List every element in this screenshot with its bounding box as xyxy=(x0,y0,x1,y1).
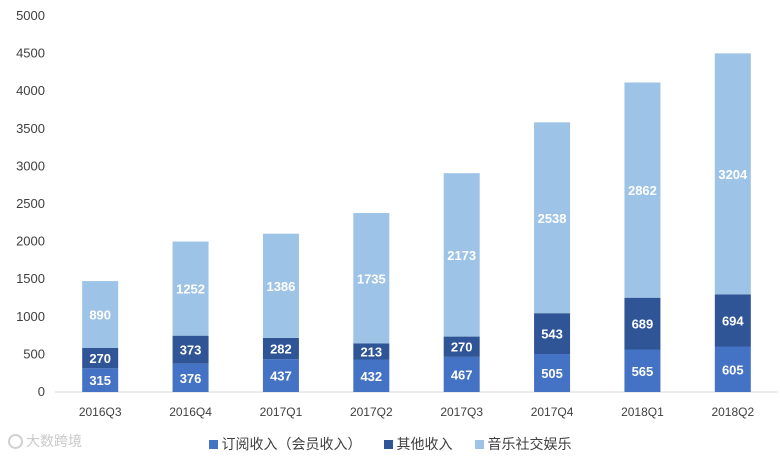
bar-segment xyxy=(714,294,751,347)
data-label: 213 xyxy=(360,345,382,360)
y-tick-label: 1500 xyxy=(16,271,45,286)
data-label: 565 xyxy=(632,364,654,379)
stacked-bar-chart: 0 500 1000 1500 2000 2500 3000 3500 4000 4500 5000… xyxy=(16,8,778,419)
bar-segment xyxy=(172,363,209,392)
bar-segment xyxy=(262,233,299,338)
y-tick-label: 1000 xyxy=(16,309,45,324)
data-label: 2862 xyxy=(628,183,657,198)
data-label: 270 xyxy=(89,351,111,366)
bar-segment xyxy=(172,241,209,336)
legend-swatch-subscription xyxy=(208,439,218,449)
data-label: 373 xyxy=(180,343,202,358)
bar-segment xyxy=(82,348,119,369)
data-label: 1735 xyxy=(357,271,386,286)
bar-segment xyxy=(353,359,390,392)
data-label: 432 xyxy=(360,369,382,384)
y-tick-label: 2000 xyxy=(16,234,45,249)
data-label: 437 xyxy=(270,369,292,384)
data-label: 376 xyxy=(180,371,202,386)
data-label: 282 xyxy=(270,342,292,357)
data-label: 1386 xyxy=(266,279,295,294)
data-label: 543 xyxy=(541,327,563,342)
y-tick-label: 4000 xyxy=(16,83,45,98)
y-tick-label: 0 xyxy=(38,384,45,399)
x-tick-label: 2017Q2 xyxy=(350,405,393,419)
bar-segment xyxy=(353,213,390,344)
legend-swatch-other xyxy=(383,439,393,449)
bar-segment xyxy=(714,346,751,392)
data-label: 1252 xyxy=(176,282,205,297)
y-tick-label: 500 xyxy=(23,346,45,361)
legend-item-other: 其他收入 xyxy=(383,434,453,454)
data-label: 315 xyxy=(89,373,111,388)
bar-segment xyxy=(82,368,119,392)
x-tick-label: 2016Q3 xyxy=(79,405,122,419)
bar-segment xyxy=(624,349,661,392)
bar-segment xyxy=(534,122,571,314)
data-label: 3204 xyxy=(718,167,748,182)
x-tick-label: 2016Q4 xyxy=(169,405,212,419)
bar-segment xyxy=(443,356,480,392)
data-label: 694 xyxy=(722,313,744,328)
legend-label-subscription: 订阅收入（会员收入） xyxy=(221,436,362,452)
y-tick-label: 2500 xyxy=(16,196,45,211)
watermark-text: 大数跨境 xyxy=(26,433,82,449)
y-tick-label: 5000 xyxy=(16,8,45,23)
x-tick-label: 2017Q1 xyxy=(260,405,303,419)
bar-segment xyxy=(262,337,299,360)
data-label: 890 xyxy=(89,308,111,323)
bar-segment xyxy=(443,336,480,357)
data-label: 2173 xyxy=(447,248,476,263)
bar-segment xyxy=(714,53,751,295)
legend-label-other: 其他收入 xyxy=(396,436,453,452)
data-label: 505 xyxy=(541,366,563,381)
bar-segment xyxy=(172,335,209,364)
legend-item-subscription: 订阅收入（会员收入） xyxy=(208,434,362,454)
y-tick-label: 3000 xyxy=(16,158,45,173)
bar-segment xyxy=(534,354,571,392)
bar-segment xyxy=(82,281,119,349)
legend-swatch-social xyxy=(474,439,484,449)
data-label: 270 xyxy=(451,340,473,355)
x-tick-label: 2018Q1 xyxy=(621,405,664,419)
watermark: 大数跨境 xyxy=(8,431,82,451)
y-tick-label: 4500 xyxy=(16,46,45,61)
legend-label-social: 音乐社交娱乐 xyxy=(487,436,572,452)
bar-segment xyxy=(353,343,390,360)
data-label: 689 xyxy=(632,317,654,332)
circle-logo-icon xyxy=(8,433,23,449)
x-tick-label: 2017Q3 xyxy=(440,405,483,419)
data-label: 2538 xyxy=(538,211,567,226)
x-tick-label: 2018Q2 xyxy=(711,405,754,419)
data-label: 605 xyxy=(722,362,744,377)
bar-segment xyxy=(624,82,661,298)
legend-item-social: 音乐社交娱乐 xyxy=(474,434,572,454)
x-tick-label: 2017Q4 xyxy=(531,405,574,419)
bar-segment xyxy=(443,173,480,337)
data-label: 467 xyxy=(451,367,473,382)
y-tick-label: 3500 xyxy=(16,121,45,136)
bar-segment xyxy=(534,313,571,355)
bar-segment xyxy=(624,297,661,350)
bar-segment xyxy=(262,359,299,392)
legend: 订阅收入（会员收入） 其他收入 音乐社交娱乐 xyxy=(0,433,780,455)
